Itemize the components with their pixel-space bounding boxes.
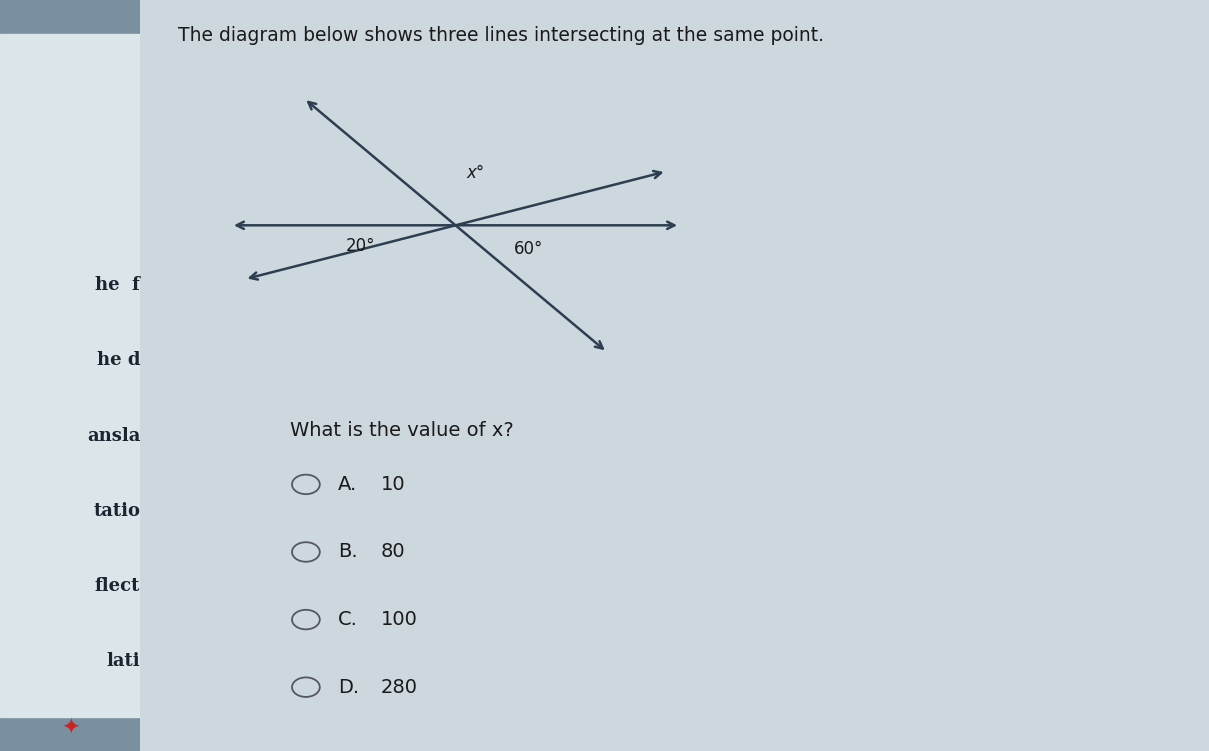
Text: 60°: 60° xyxy=(514,240,544,258)
Text: C.: C. xyxy=(339,610,358,629)
Text: flect: flect xyxy=(94,577,140,595)
Text: 280: 280 xyxy=(381,677,418,697)
Text: he d: he d xyxy=(97,351,140,369)
Text: The diagram below shows three lines intersecting at the same point.: The diagram below shows three lines inte… xyxy=(178,26,823,45)
Text: D.: D. xyxy=(339,677,359,697)
Text: ansla: ansla xyxy=(87,427,140,445)
Text: 10: 10 xyxy=(381,475,405,494)
Text: 80: 80 xyxy=(381,542,405,562)
Text: x°: x° xyxy=(467,164,485,182)
Text: ✦: ✦ xyxy=(60,719,80,738)
Text: B.: B. xyxy=(339,542,358,562)
Text: 100: 100 xyxy=(381,610,417,629)
Text: lati: lati xyxy=(106,652,140,670)
Text: 20°: 20° xyxy=(346,237,375,255)
Text: he  f: he f xyxy=(96,276,140,294)
Text: tatio: tatio xyxy=(93,502,140,520)
Text: A.: A. xyxy=(339,475,357,494)
Text: What is the value of x?: What is the value of x? xyxy=(290,421,514,439)
